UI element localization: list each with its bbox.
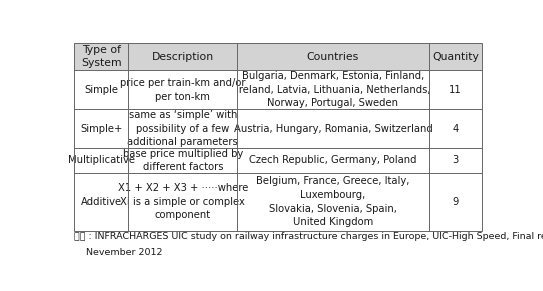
Bar [128, 70, 237, 109]
Bar [237, 43, 428, 70]
Bar [128, 148, 237, 173]
Text: Additive: Additive [80, 197, 122, 207]
Text: Belgium, France, Greece, Italy,
Luxembourg,
Slovakia, Slovenia, Spain,
United Ki: Belgium, France, Greece, Italy, Luxembou… [256, 176, 409, 227]
Text: Simple: Simple [84, 85, 118, 95]
Bar [428, 43, 482, 70]
Text: 11: 11 [449, 85, 462, 95]
Bar [74, 43, 128, 70]
Text: 9: 9 [452, 197, 459, 207]
Bar [74, 43, 482, 231]
Bar [128, 109, 237, 148]
Bar [237, 70, 428, 109]
Bar [74, 173, 128, 231]
Text: X1 + X2 + X3 + ·····where
Xi is a simple or complex
component: X1 + X2 + X3 + ·····where Xi is a simple… [118, 183, 248, 220]
Bar [237, 173, 428, 231]
Text: Countries: Countries [307, 52, 359, 62]
Text: Bulgaria, Denmark, Estonia, Finland,
Ireland, Latvia, Lithuania, Netherlands,
No: Bulgaria, Denmark, Estonia, Finland, Ire… [236, 71, 430, 109]
Bar [428, 109, 482, 148]
Bar [74, 148, 128, 173]
Bar [428, 148, 482, 173]
Bar [74, 70, 128, 109]
Text: Type of
System: Type of System [81, 45, 122, 68]
Text: 자료 : INFRACHARGES UIC study on railway infrastructure charges in Europe, UIC-Hig: 자료 : INFRACHARGES UIC study on railway i… [74, 232, 543, 241]
Bar [237, 109, 428, 148]
Text: same as ‘simple’ with
possibility of a few
additional parameters: same as ‘simple’ with possibility of a f… [128, 110, 238, 147]
Text: Nevember 2012: Nevember 2012 [74, 248, 163, 257]
Bar [428, 70, 482, 109]
Bar [237, 148, 428, 173]
Bar [128, 173, 237, 231]
Text: 4: 4 [452, 124, 459, 134]
Bar [74, 109, 128, 148]
Text: Multiplicative: Multiplicative [68, 155, 135, 165]
Text: Description: Description [151, 52, 214, 62]
Bar [428, 173, 482, 231]
Text: price per train-km and/or
per ton-km: price per train-km and/or per ton-km [120, 78, 245, 102]
Text: Quantity: Quantity [432, 52, 479, 62]
Text: Simple+: Simple+ [80, 124, 122, 134]
Text: base price multiplied by
different factors: base price multiplied by different facto… [123, 149, 243, 172]
Text: Austria, Hungary, Romania, Switzerland: Austria, Hungary, Romania, Switzerland [233, 124, 432, 134]
Bar [128, 43, 237, 70]
Text: Czech Republic, Germany, Poland: Czech Republic, Germany, Poland [249, 155, 416, 165]
Text: 3: 3 [452, 155, 459, 165]
